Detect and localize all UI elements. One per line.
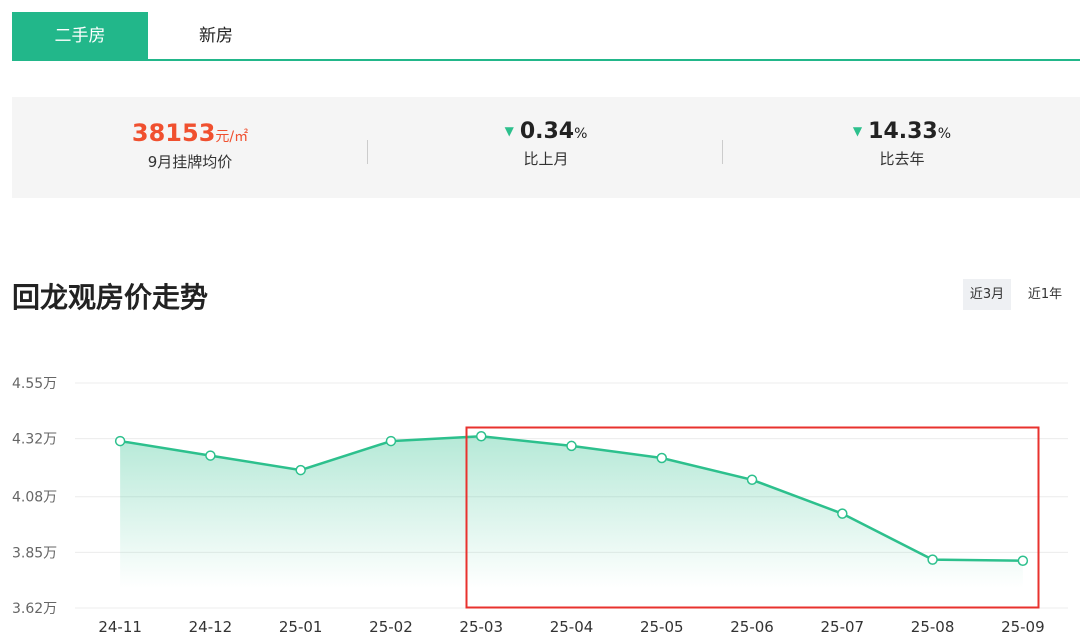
- range-button[interactable]: 近3月: [963, 279, 1011, 310]
- point: [566, 440, 577, 452]
- stat-unit: %: [937, 126, 952, 142]
- stats-panel: [12, 97, 1080, 198]
- section-title: 回龙观房价走势: [12, 281, 209, 314]
- point: [656, 452, 668, 464]
- x-tick-label: 25-05: [640, 618, 684, 636]
- area: [120, 436, 1023, 588]
- highlight-box: [465, 426, 1040, 609]
- point: [114, 435, 126, 447]
- stat-unit: 元/㎡: [215, 129, 249, 145]
- point: [1017, 555, 1029, 566]
- point: [295, 464, 306, 476]
- down-arrow: ▼: [504, 124, 514, 138]
- y-tick-label: 3.62万: [12, 601, 57, 617]
- stat: ▼ 14.33% 比去年: [724, 97, 1080, 169]
- y-tick-label: 4.55万: [12, 376, 57, 392]
- tab[interactable]: 新房: [199, 26, 233, 46]
- x-tick-label: 25-03: [459, 618, 503, 636]
- x-tick-label: 25-04: [550, 618, 594, 636]
- point: [475, 430, 487, 442]
- x-tick-label: 24-11: [98, 618, 142, 636]
- stat-unit: %: [574, 126, 588, 142]
- range-button[interactable]: 近1年: [1027, 287, 1063, 302]
- stat-label: 9月挂牌均价: [147, 153, 233, 171]
- stat-label: 比上月: [523, 150, 569, 168]
- point: [746, 474, 758, 486]
- stat: ▼ 0.34% 比上月: [368, 97, 724, 169]
- stat-value-line: ▼ 14.33%: [724, 119, 1080, 144]
- tab[interactable]: 二手房: [12, 12, 148, 60]
- point: [385, 435, 397, 447]
- stat-value-line: 38153元/㎡: [12, 119, 368, 147]
- x-tick-label: 25-07: [821, 618, 865, 636]
- divider: [367, 140, 368, 164]
- x-tick-label: 25-02: [369, 618, 413, 636]
- divider: [722, 140, 723, 164]
- x-tick-label: 25-08: [911, 618, 955, 636]
- y-tick-label: 4.32万: [12, 432, 57, 448]
- x-tick-label: 25-01: [279, 618, 323, 636]
- point: [205, 450, 216, 461]
- stat: 38153元/㎡ 9月挂牌均价: [12, 97, 368, 172]
- stat-value: 0.34: [519, 119, 575, 144]
- stat-value: 14.33: [868, 119, 938, 144]
- x-tick-label: 25-09: [1001, 618, 1045, 636]
- stat-label: 比去年: [879, 150, 925, 168]
- stat-value: 38153: [131, 119, 216, 147]
- stat-value-line: ▼ 0.34%: [368, 119, 724, 144]
- y-tick-label: 3.85万: [12, 545, 57, 561]
- point: [837, 508, 848, 519]
- y-tick-label: 4.08万: [12, 490, 57, 506]
- point: [927, 554, 938, 565]
- tab-underline: [12, 59, 1080, 61]
- down-arrow: ▼: [852, 124, 863, 138]
- x-tick-label: 24-12: [189, 618, 233, 636]
- x-tick-label: 25-06: [730, 618, 774, 636]
